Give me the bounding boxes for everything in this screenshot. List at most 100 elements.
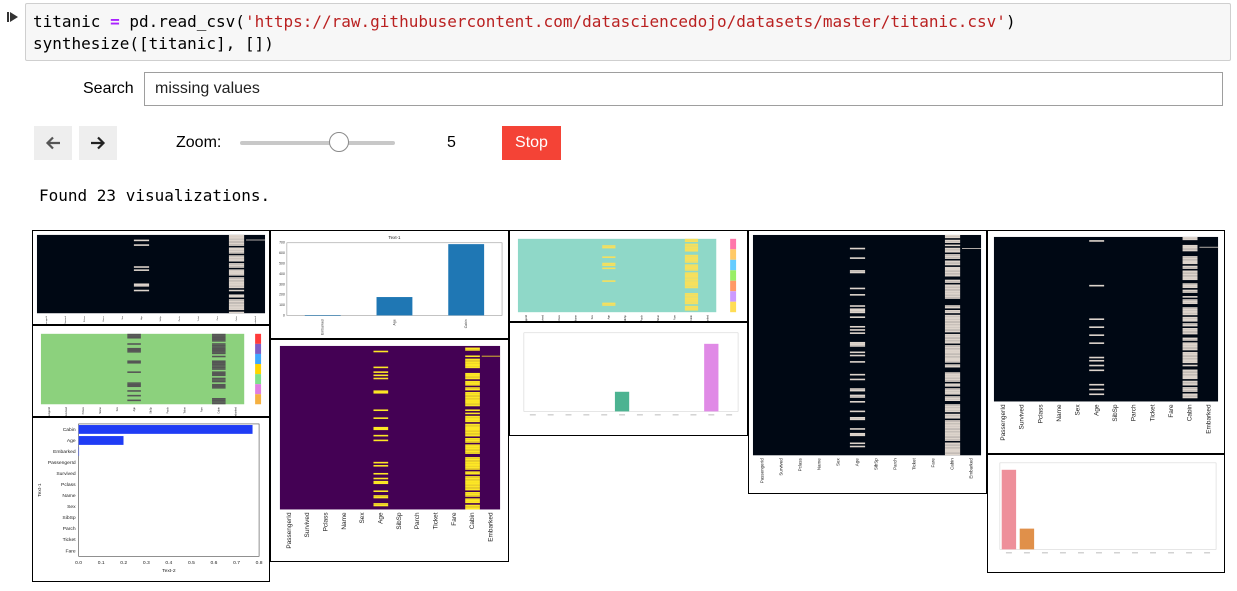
x-tick-label: 0.7 bbox=[233, 560, 240, 566]
x-tick-label bbox=[1114, 552, 1120, 554]
missing-cell bbox=[944, 442, 961, 445]
column-tick-label: Age bbox=[378, 512, 385, 524]
zoom-slider-handle[interactable] bbox=[328, 132, 349, 152]
missing-cell bbox=[465, 460, 480, 462]
run-cell-icon[interactable] bbox=[6, 10, 20, 24]
column-tick-label: Sex bbox=[591, 314, 594, 319]
viz-thumbnail-dark-heatmap-medium[interactable]: PassengerId Survived Pclass Name Sex Age SibSp… bbox=[987, 230, 1225, 454]
missing-cell bbox=[684, 281, 699, 284]
missing-cell bbox=[944, 432, 961, 435]
column-tick-label: Pclass bbox=[84, 316, 86, 322]
search-input[interactable] bbox=[144, 72, 1223, 106]
missing-cell bbox=[1182, 246, 1198, 249]
missing-cell bbox=[373, 377, 389, 380]
missing-cell bbox=[1182, 316, 1198, 319]
missing-cell bbox=[684, 246, 699, 249]
missing-cell bbox=[465, 380, 480, 383]
missing-cell bbox=[127, 383, 141, 386]
forward-button[interactable] bbox=[79, 126, 117, 160]
code-cell[interactable]: titanic = pd.read_csv('https://raw.githu… bbox=[25, 3, 1231, 61]
missing-cell bbox=[1182, 355, 1198, 357]
plot-frame bbox=[523, 332, 739, 412]
missing-cell bbox=[602, 246, 616, 249]
stop-button[interactable]: Stop bbox=[502, 126, 561, 160]
x-tick-label bbox=[529, 414, 536, 416]
column-tick-label: Name bbox=[1056, 404, 1063, 422]
missing-cell bbox=[373, 503, 389, 505]
y-tick-label: Name bbox=[62, 493, 75, 499]
x-tick-label bbox=[654, 414, 661, 416]
viz-thumbnail-purple-heatmap[interactable]: PassengerId Survived Pclass Name Sex Age SibSp… bbox=[270, 339, 509, 562]
missing-cell bbox=[944, 348, 961, 350]
missing-cell bbox=[465, 444, 480, 446]
viz-thumbnail-hbar-chart[interactable]: Cabin Age Embarked PassengerId Survived Pclas… bbox=[32, 417, 270, 582]
missing-cell bbox=[684, 256, 699, 258]
missing-cell bbox=[849, 418, 866, 421]
viz-thumbnail-teal-heatmap[interactable]: PassengerId Survived Pclass Name Sex Age SibSp… bbox=[509, 230, 748, 322]
missing-cell bbox=[849, 432, 866, 435]
zoom-slider[interactable] bbox=[240, 132, 395, 152]
missing-cell bbox=[944, 333, 961, 336]
missing-cell bbox=[373, 472, 389, 475]
missing-cell bbox=[373, 374, 389, 377]
viz-thumbnail-green-heatmap[interactable]: PassengerId Survived Pclass Name Sex Age SibSp… bbox=[32, 325, 270, 417]
missing-cell bbox=[944, 324, 961, 326]
missing-cell bbox=[944, 311, 961, 314]
missing-cell bbox=[944, 383, 961, 386]
missing-cell bbox=[1182, 348, 1198, 351]
missing-count-bar-chart: Text-1 0 100 200 300 400 500 600 700 Embarked Age C… bbox=[279, 235, 503, 335]
missing-cell bbox=[133, 283, 150, 286]
viz-thumbnail-color-bar-chart[interactable] bbox=[509, 322, 748, 436]
column-tick-label: Fare bbox=[201, 407, 204, 413]
x-tick-label: 0.6 bbox=[211, 560, 218, 566]
x-tick-label: 0.1 bbox=[98, 560, 105, 566]
colorbar-segment bbox=[730, 238, 737, 250]
missing-cell bbox=[465, 355, 480, 358]
missing-cell bbox=[1182, 327, 1198, 330]
missing-cell bbox=[944, 314, 961, 317]
missing-cell bbox=[228, 244, 245, 246]
missing-cell bbox=[212, 352, 226, 355]
column-tick-label: PassengerId bbox=[48, 407, 51, 416]
missing-cell bbox=[684, 297, 699, 300]
missing-cell bbox=[465, 487, 480, 489]
column-tick-label: SibSp bbox=[396, 512, 403, 530]
plot-frame bbox=[78, 423, 260, 557]
missing-cell bbox=[944, 263, 961, 266]
y-tick-label: 700 bbox=[279, 241, 285, 245]
column-tick-label: Name bbox=[99, 407, 102, 414]
missing-cell bbox=[944, 286, 961, 288]
viz-thumbnail-pastel-bar-chart[interactable] bbox=[987, 454, 1225, 573]
missing-cell bbox=[373, 409, 389, 412]
arrow-left-icon bbox=[45, 136, 60, 150]
missing-cell bbox=[1089, 326, 1105, 328]
missing-cell bbox=[944, 262, 961, 264]
viz-thumbnail-bar-chart[interactable]: Text-1 0 100 200 300 400 500 600 700 Embarked Age C… bbox=[270, 230, 509, 339]
colorbar-segment bbox=[255, 394, 262, 405]
missing-cell bbox=[684, 249, 699, 252]
missing-cell bbox=[684, 248, 699, 250]
missing-cell bbox=[944, 239, 961, 242]
missing-cell bbox=[228, 308, 245, 311]
missing-cell bbox=[228, 294, 245, 297]
missing-cell bbox=[1089, 359, 1105, 362]
missing-cell bbox=[1089, 334, 1105, 336]
viz-thumbnail-dark-heatmap-small[interactable]: PassengerId Survived Pclass Name Sex Age SibSp… bbox=[32, 230, 270, 325]
missing-cell bbox=[465, 360, 480, 362]
missing-cell bbox=[1089, 364, 1105, 367]
viz-thumbnail-dark-heatmap-large[interactable]: PassengerId Survived Pclass Name Sex Age SibSp… bbox=[748, 230, 987, 494]
x-tick-label bbox=[1132, 552, 1138, 554]
missing-cell bbox=[602, 304, 616, 306]
missing-cell bbox=[465, 433, 480, 435]
missing-cell bbox=[133, 289, 150, 292]
missing-cell bbox=[373, 426, 389, 429]
missing-cell bbox=[944, 391, 961, 394]
missing-cell bbox=[127, 351, 141, 353]
missing-cell bbox=[849, 294, 866, 296]
bar bbox=[78, 425, 253, 434]
missing-cell bbox=[944, 375, 961, 378]
back-button[interactable] bbox=[34, 126, 72, 160]
column-tick-label: Cabin bbox=[217, 407, 220, 414]
missing-cell bbox=[962, 248, 982, 249]
missing-cell bbox=[228, 263, 245, 265]
